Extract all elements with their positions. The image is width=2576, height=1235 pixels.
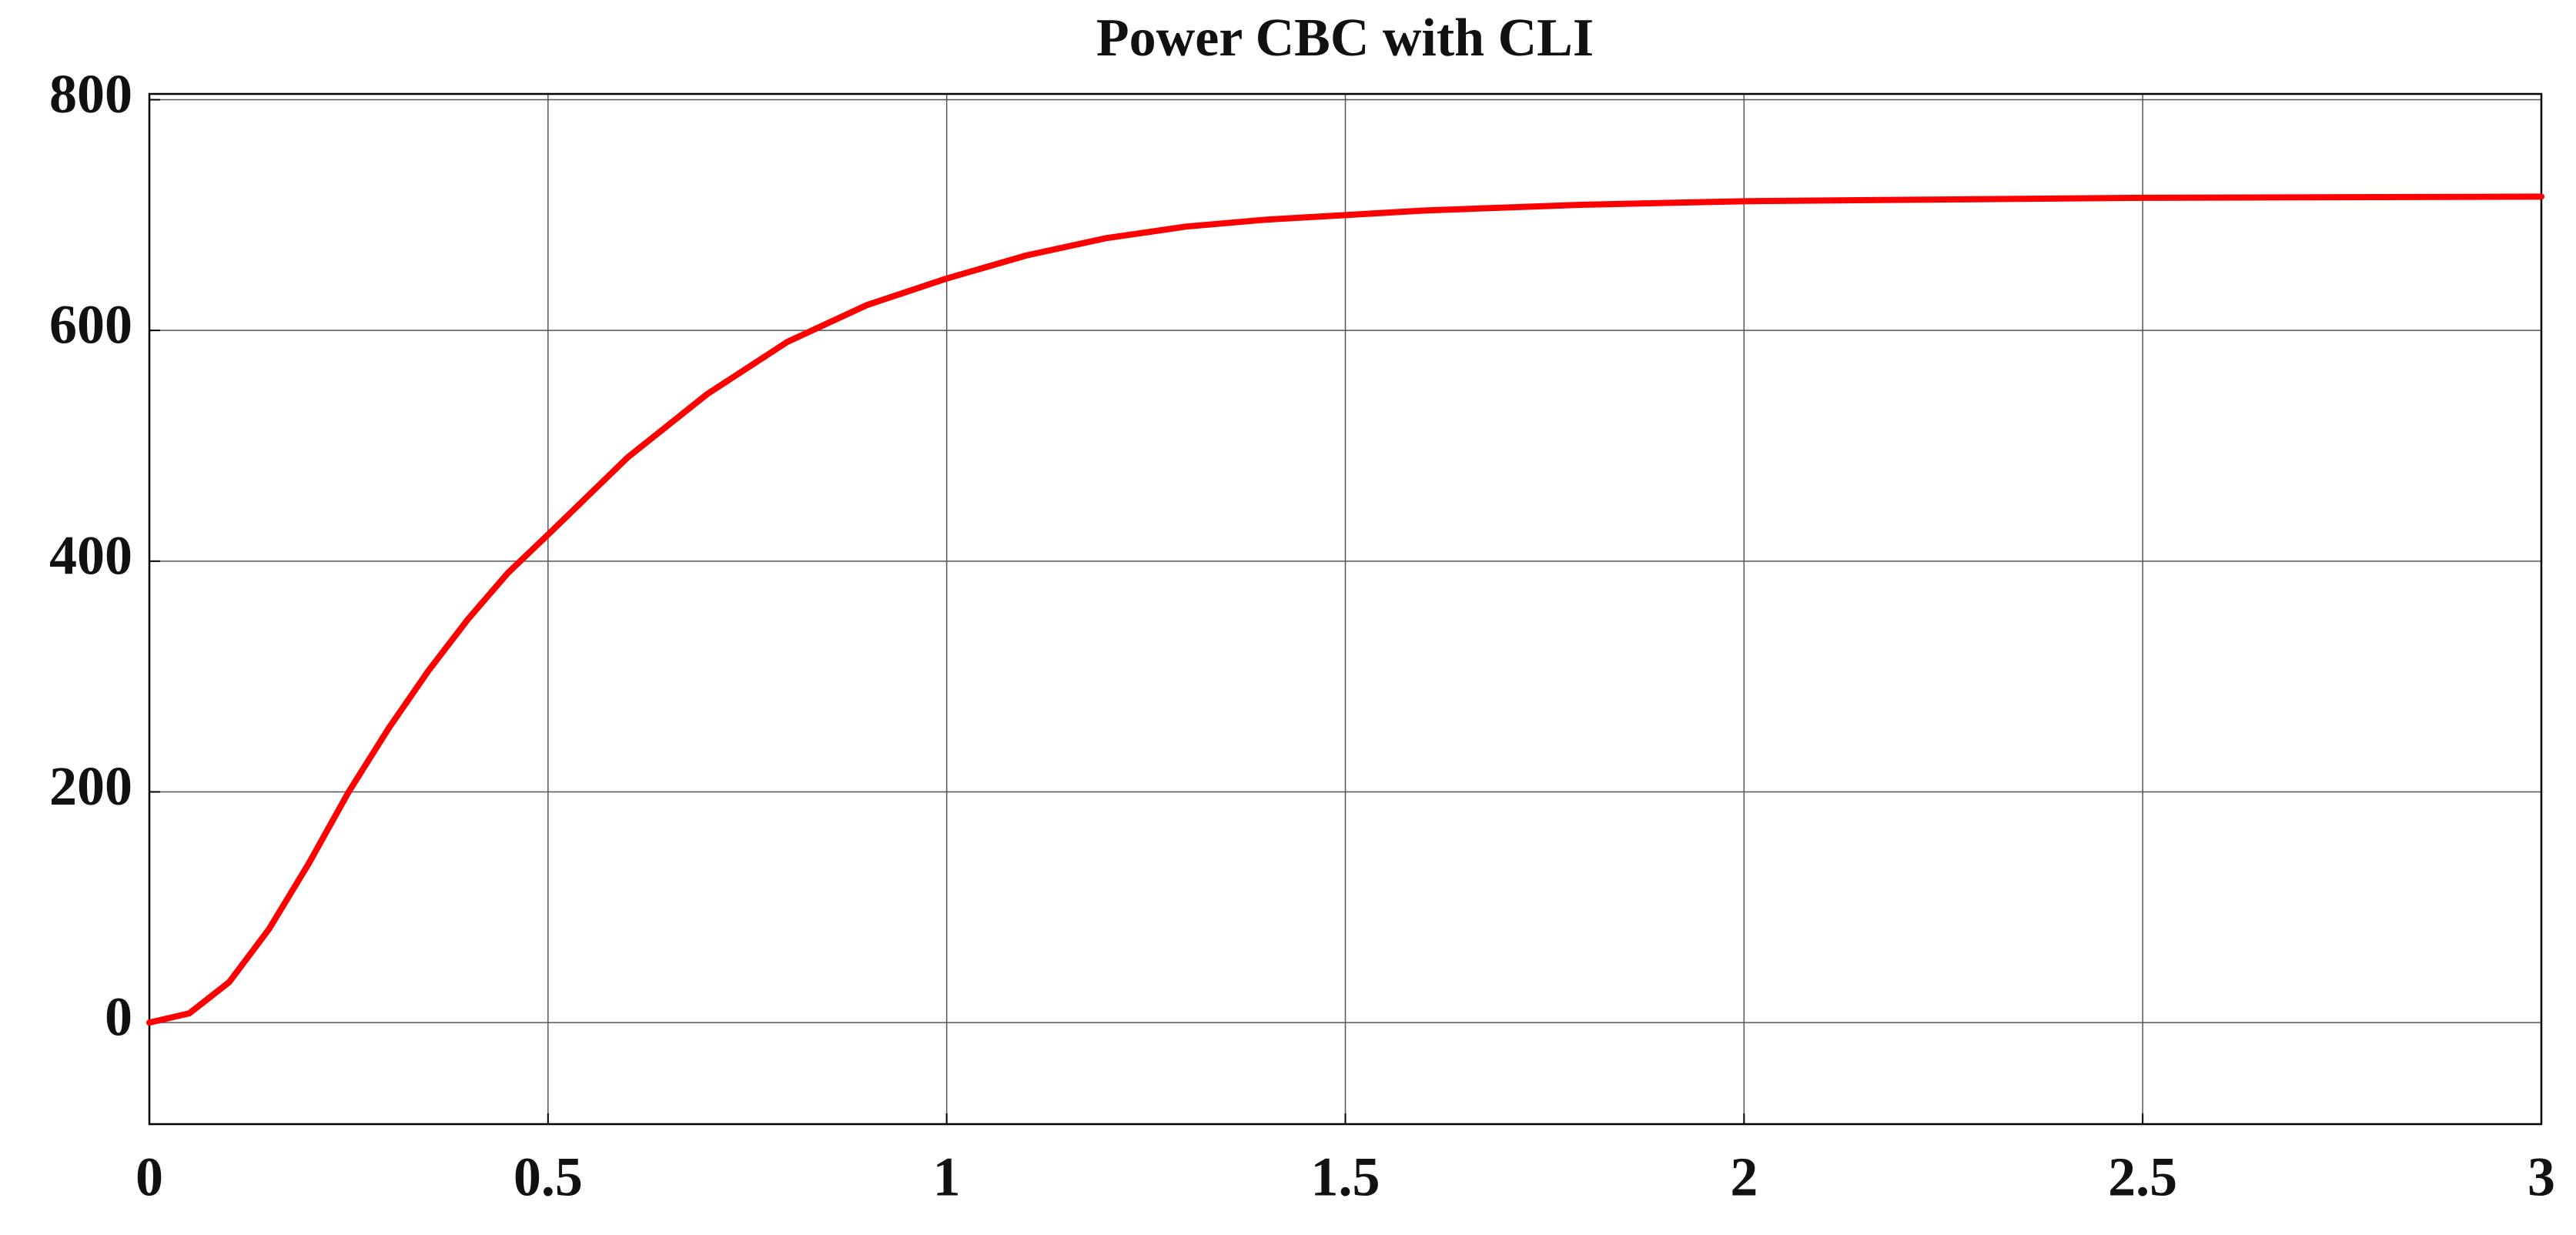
- x-tick-label: 0: [135, 1146, 163, 1208]
- chart-title: Power CBC with CLI: [1096, 8, 1594, 68]
- data-line: [146, 193, 2544, 1026]
- x-tick-label: 2: [1730, 1146, 1758, 1208]
- y-tick-label: 600: [49, 294, 132, 356]
- plot-frame: [148, 92, 2543, 1126]
- y-tick-label: 800: [49, 63, 132, 125]
- x-tick-label: 3: [2527, 1146, 2555, 1208]
- x-tick-label: 1: [933, 1146, 961, 1208]
- x-tick-label: 0.5: [514, 1146, 583, 1208]
- y-tick-label: 400: [49, 524, 132, 586]
- x-tick-label: 2.5: [2108, 1146, 2177, 1208]
- x-tick-label: 1.5: [1311, 1146, 1380, 1208]
- y-tick-label: 0: [105, 986, 132, 1048]
- y-tick-label: 200: [49, 755, 132, 817]
